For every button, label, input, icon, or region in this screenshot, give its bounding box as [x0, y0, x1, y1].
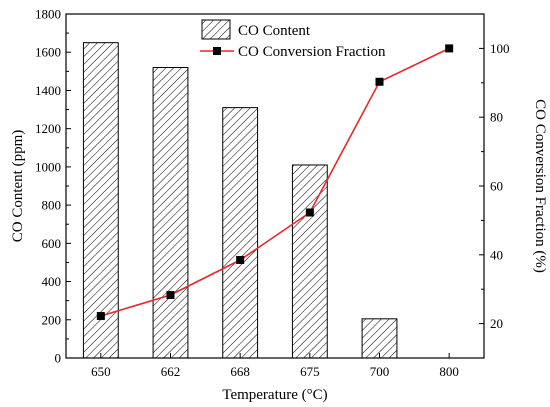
y-right-tick-label-60: 60	[490, 179, 503, 194]
y-right-tick-label-80: 80	[490, 110, 503, 125]
y-left-tick-label-0: 0	[55, 351, 62, 366]
conversion-point-675	[305, 208, 314, 217]
legend-bar-swatch	[201, 19, 231, 40]
legend-line-marker	[213, 47, 221, 55]
bar-668	[222, 107, 259, 359]
y-right-axis-title: CO Conversion Fraction (%)	[532, 99, 548, 273]
conversion-line	[100, 47, 450, 317]
bar-662	[152, 67, 189, 359]
y-left-axis-title: CO Content (ppm)	[10, 130, 26, 243]
y-left-tick-label-1000: 1000	[35, 159, 61, 174]
legend: CO Content CO Conversion Fraction	[200, 19, 386, 60]
plot-frame	[65, 13, 485, 359]
bar-700	[361, 318, 398, 359]
bar-675	[291, 164, 328, 359]
x-axis: 650 662 668 675 700 800	[91, 353, 459, 379]
x-tick-label-675: 675	[300, 364, 320, 379]
y-left-tick-label-1600: 1600	[35, 45, 61, 60]
x-axis-title: Temperature (°C)	[222, 387, 327, 403]
y-right-tick-label-20: 20	[490, 316, 503, 331]
x-tick-label-662: 662	[161, 364, 181, 379]
x-tick-label-700: 700	[370, 364, 390, 379]
y-left-tick-label-400: 400	[42, 274, 62, 289]
y-left-tick-label-200: 200	[42, 312, 62, 327]
y-left-tick-label-1800: 1800	[35, 7, 61, 22]
y-right-tick-label-40: 40	[490, 247, 503, 262]
x-tick-label-650: 650	[91, 364, 111, 379]
plot-area	[65, 13, 485, 359]
bar-650	[82, 42, 119, 359]
y-left-tick-label-1400: 1400	[35, 83, 61, 98]
y-left-tick-label-1200: 1200	[35, 121, 61, 136]
conversion-point-800	[445, 44, 454, 53]
y-left-tick-label-600: 600	[42, 236, 62, 251]
conversion-point-700	[375, 77, 384, 86]
conversion-point-668	[236, 255, 245, 264]
y-left-axis: 0 200 400 600 800 1000 1200 1400 1600 1800	[35, 7, 71, 366]
conversion-point-662	[166, 291, 175, 300]
legend-bar-label: CO Content	[238, 23, 311, 39]
y-right-tick-label-100: 100	[490, 41, 510, 56]
x-tick-label-668: 668	[230, 364, 250, 379]
bars-layer	[82, 42, 398, 359]
y-right-axis: 20 40 60 80 100	[479, 13, 510, 359]
y-left-tick-label-800: 800	[42, 198, 62, 213]
x-tick-label-800: 800	[439, 364, 459, 379]
conversion-point-650	[96, 312, 105, 321]
legend-line-label: CO Conversion Fraction	[238, 44, 386, 60]
line-layer	[96, 44, 454, 321]
